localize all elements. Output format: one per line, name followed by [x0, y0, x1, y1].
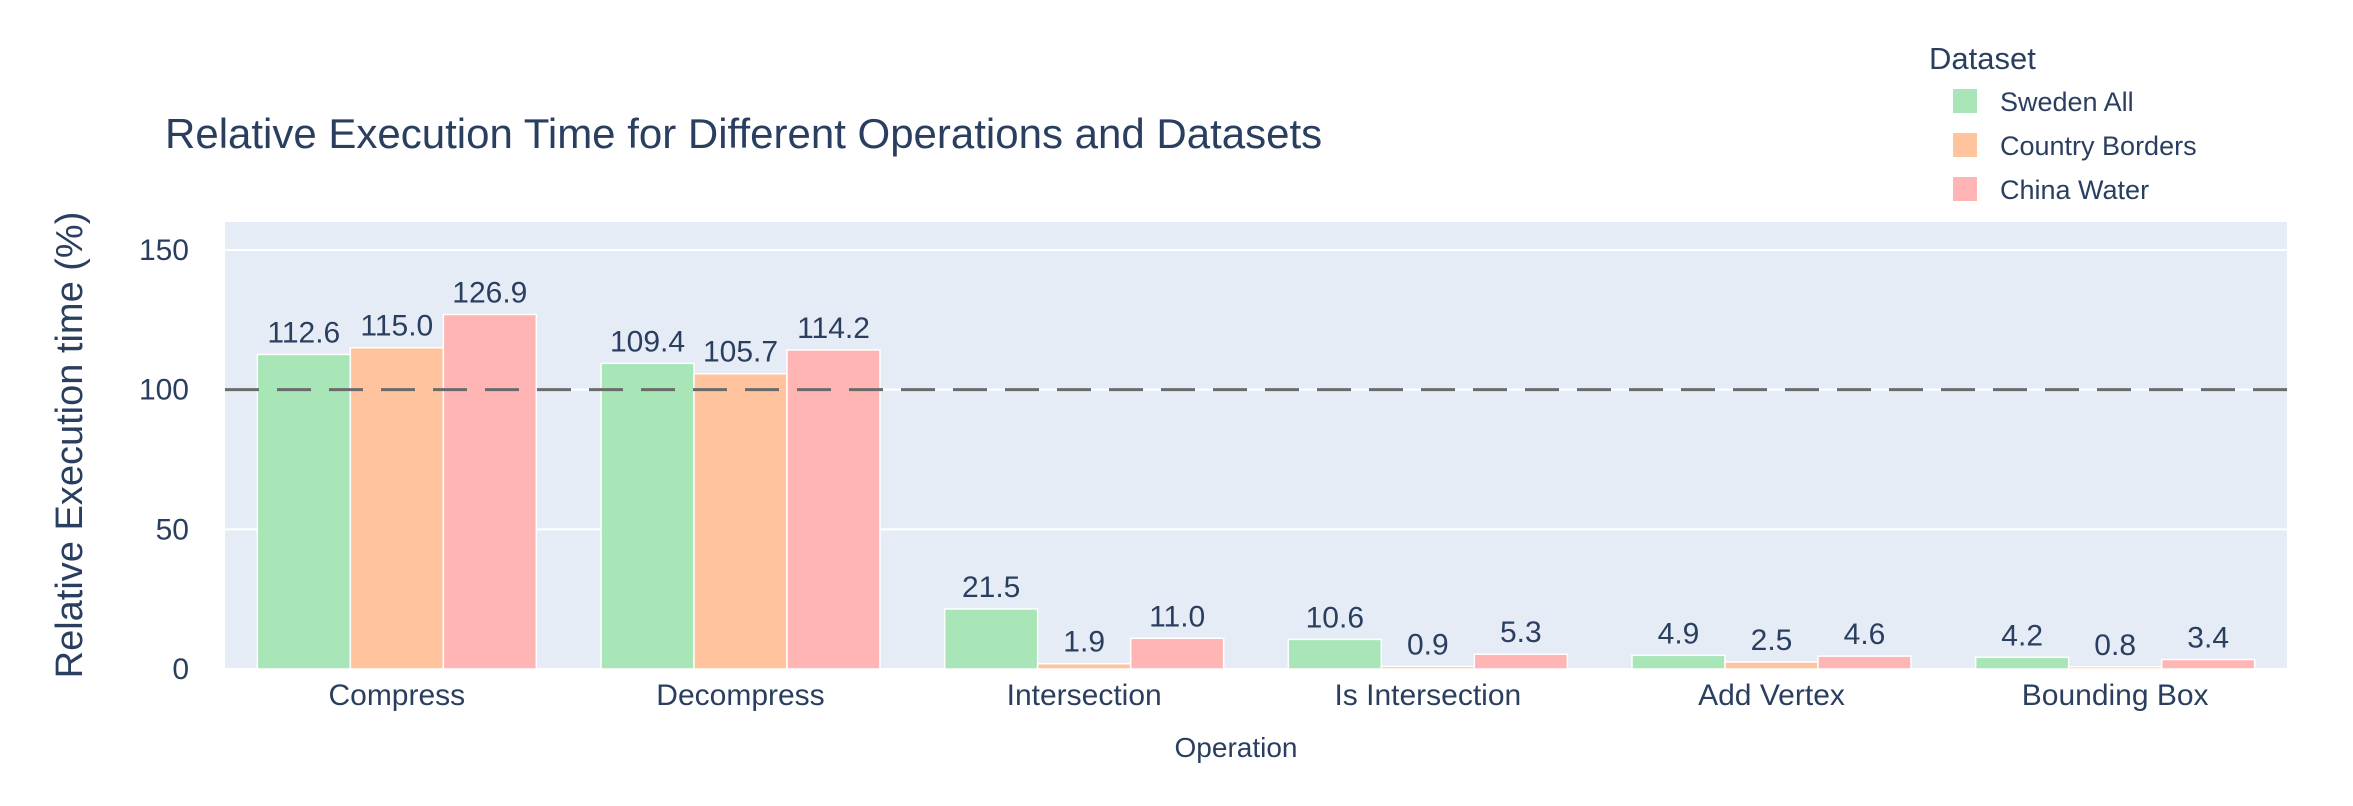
bar [1724, 661, 1819, 670]
x-axis-title: Operation [1175, 732, 1298, 763]
bar [2067, 666, 2163, 670]
y-tick-label: 100 [139, 374, 189, 407]
bar [442, 313, 538, 670]
legend-item-label: China Water [2000, 175, 2149, 205]
bar [600, 362, 695, 670]
bar [1380, 665, 1476, 670]
bar [1974, 656, 2070, 670]
y-tick-label: 50 [156, 513, 189, 546]
bar [1287, 638, 1383, 670]
bar-value-label: 115.0 [360, 310, 433, 343]
plot-area [225, 222, 2287, 669]
bar [2160, 658, 2256, 670]
bar-value-label: 4.6 [1844, 618, 1886, 651]
bar-value-label: 21.5 [962, 571, 1020, 604]
bar-value-label: 11.0 [1149, 600, 1205, 633]
bar [693, 372, 788, 670]
bar [349, 346, 445, 670]
x-axis-ticks: Compress Decompress Intersection Is Interse… [328, 679, 2208, 712]
bar-value-label: 10.6 [1306, 601, 1364, 634]
bar-value-label: 4.9 [1658, 617, 1700, 650]
bar-value-label: 114.2 [797, 312, 870, 345]
bar-value-label: 1.9 [1063, 626, 1105, 659]
bar [256, 353, 352, 670]
chart-title: Relative Execution Time for Different Op… [165, 110, 1322, 157]
bar-value-label: 3.4 [2187, 622, 2229, 655]
x-tick-label: Decompress [656, 679, 824, 712]
legend-item-label: Country Borders [2000, 131, 2197, 161]
x-tick-label: Compress [328, 679, 465, 712]
bar-value-label: 105.7 [703, 336, 778, 369]
legend-title: Dataset [1929, 41, 2036, 76]
legend: Dataset Sweden All Country Borders China W… [1929, 41, 2197, 205]
bar-value-label: 112.6 [267, 316, 340, 349]
bar [1631, 654, 1726, 670]
y-axis-ticks: 0 50 100 150 [139, 234, 189, 686]
y-tick-label: 0 [172, 653, 189, 686]
bar-value-label: 0.9 [1407, 628, 1449, 661]
legend-swatch [1953, 133, 1977, 157]
bar [1817, 655, 1912, 670]
y-tick-label: 150 [139, 234, 189, 267]
bar-value-label: 2.5 [1751, 624, 1793, 657]
x-tick-label: Add Vertex [1698, 679, 1845, 712]
bar [1036, 662, 1132, 670]
bar [786, 349, 881, 670]
y-axis-title: Relative Execution time (%) [49, 212, 91, 679]
x-tick-label: Intersection [1007, 679, 1162, 712]
bar-value-label: 109.4 [610, 325, 685, 358]
bars [256, 313, 2256, 670]
legend-swatch [1953, 177, 1977, 201]
bar [1129, 637, 1225, 670]
bar-labels: 112.6 115.0 126.9 109.4 105.7 114.2 21.5 1.9 11.… [267, 276, 2229, 661]
bar [943, 608, 1039, 670]
x-tick-label: Is Intersection [1334, 679, 1521, 712]
x-tick-label: Bounding Box [2022, 679, 2209, 712]
bar-value-label: 5.3 [1500, 616, 1542, 649]
bar-value-label: 4.2 [2001, 619, 2043, 652]
legend-swatch [1953, 89, 1977, 113]
bar-value-label: 126.9 [452, 276, 527, 309]
bar-value-label: 0.8 [2094, 629, 2136, 662]
legend-item-label: Sweden All [2000, 87, 2134, 117]
bar [1473, 653, 1569, 670]
